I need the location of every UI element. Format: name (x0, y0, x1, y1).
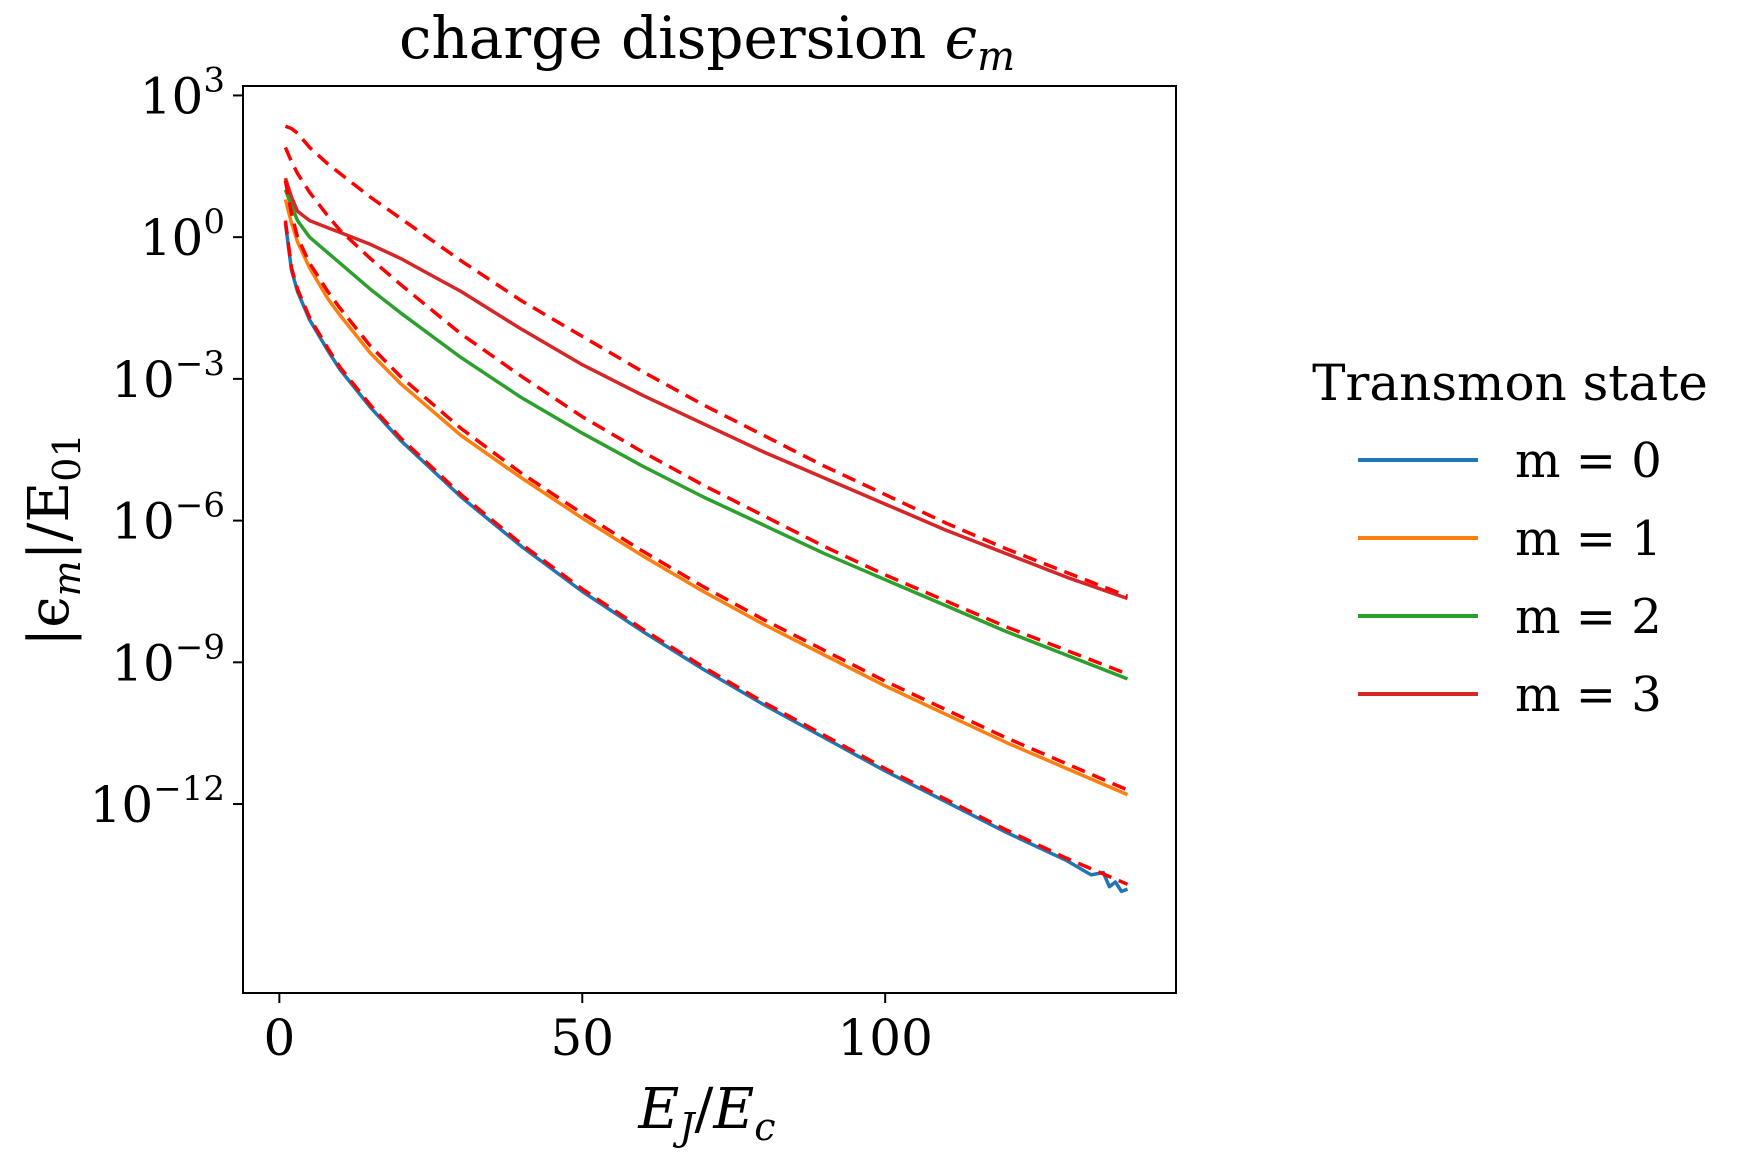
legend: Transmon state m = 0 m = 1 m = 2 m = 3 (1312, 354, 1708, 723)
x-tick-label: 0 (263, 1009, 295, 1067)
legend-label: m = 1 (1515, 511, 1662, 567)
legend-label: m = 0 (1515, 433, 1662, 489)
series-line-dashed (283, 220, 1129, 886)
legend-title: Transmon state (1312, 354, 1708, 412)
y-tick-label: 100 (140, 202, 225, 267)
series-line-m-2 (283, 189, 1129, 681)
x-axis-label: EJ/Ec (637, 1077, 775, 1149)
y-tick-label: 10−9 (111, 627, 225, 692)
series-layer (283, 124, 1129, 894)
x-tick-label: 50 (550, 1009, 614, 1067)
x-tick-label: 100 (837, 1009, 932, 1067)
y-axis-label: |ϵm|/E01 (17, 433, 89, 646)
y-tick-label: 10−6 (111, 486, 225, 551)
plot-area (242, 85, 1177, 994)
legend-label: m = 2 (1515, 589, 1662, 645)
series-line-dashed (283, 146, 1129, 676)
y-axis: 103 100 10−3 10−6 10−9 10−12 (90, 60, 243, 834)
chart-title: charge dispersion ϵm (399, 4, 1015, 80)
series-line-dashed (284, 124, 1129, 598)
x-axis: 0 50 100 (263, 993, 933, 1067)
y-tick-label: 10−3 (111, 344, 225, 409)
series-line-m-3 (283, 177, 1129, 601)
series-line-m-1 (283, 198, 1129, 797)
y-tick-label: 10−12 (90, 769, 225, 834)
series-line-dashed (283, 180, 1129, 792)
legend-label: m = 3 (1515, 667, 1662, 723)
y-tick-label: 103 (140, 60, 225, 125)
